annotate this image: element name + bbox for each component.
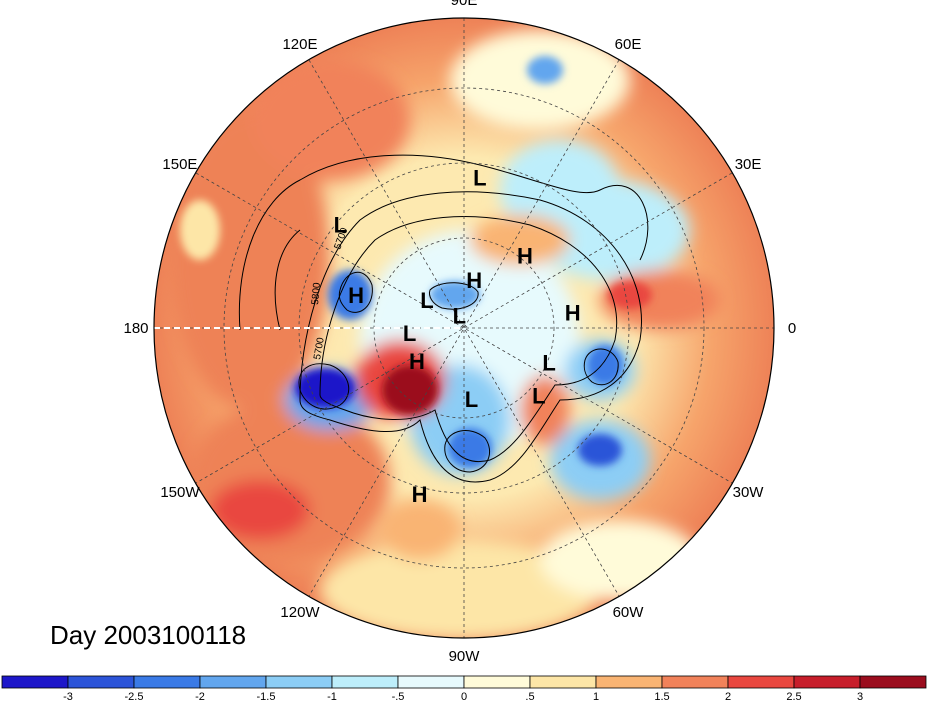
high-pressure-marker: H [565,301,581,326]
low-pressure-marker: L [542,350,555,375]
colorbar-swatch [661,675,729,689]
colorbar-tick-label: 1 [593,691,599,702]
map-boundary [153,17,775,639]
colorbar-swatch [133,675,201,689]
colorbar-swatch [529,675,597,689]
colorbar-swatch [727,675,795,689]
lon-label-0: 0 [788,320,796,337]
low-pressure-marker: L [532,383,545,408]
colorbar-tick-label: 2.5 [786,691,801,702]
colorbar-swatch [265,675,333,689]
contour-label: 5800 [310,282,323,306]
high-pressure-marker: H [412,482,428,507]
colorbar-tick-label: 0 [461,691,467,702]
lon-label-120e: 120E [282,36,317,53]
low-pressure-marker: L [473,166,486,191]
polar-map: 90E 60E 30E 0 30W 60W 90W 120W 150W 180 150E 120E L… [123,0,796,665]
lon-label-60w: 60W [613,604,645,621]
height-contours [238,154,649,483]
high-pressure-marker: H [517,243,533,268]
colorbar-swatch [859,675,927,689]
colorbar-tick-label: -1.5 [257,691,276,702]
low-pressure-marker: L [420,288,433,313]
lon-label-30w: 30W [733,484,765,501]
high-pressure-marker: H [409,349,425,374]
colorbar-swatch [793,675,861,689]
lon-label-180: 180 [123,320,148,337]
colorbar-tick-label: 3 [857,691,863,702]
low-pressure-marker: L [453,303,466,328]
low-pressure-marker: L [403,321,416,346]
lon-label-150e: 150E [162,156,197,173]
low-pressure-marker: L [334,212,347,237]
colorbar-swatch [1,675,69,689]
lon-label-60e: 60E [615,36,642,53]
colorbar-tick-label: -.5 [392,691,405,702]
colorbar-swatch [397,675,465,689]
colorbar-swatch [199,675,267,689]
colorbar: -3 -2.5 -2 -1.5 -1 -.5 0 .5 1 1.5 2 2.5 3 [1,675,927,702]
contour-label: 5700 [312,336,327,360]
lon-label-30e: 30E [735,156,762,173]
anomaly-field [154,18,774,638]
lon-label-120w: 120W [280,604,320,621]
colorbar-swatch [463,675,531,689]
longitude-labels: 90E 60E 30E 0 30W 60W 90W 120W 150W 180 150E 120E [123,0,796,665]
colorbar-tick-label: .5 [525,691,534,702]
colorbar-swatch [595,675,663,689]
high-pressure-marker: H [348,283,364,308]
lon-label-90e: 90E [451,0,478,9]
low-pressure-marker: L [465,387,478,412]
colorbar-swatch [331,675,399,689]
colorbar-tick-label: 2 [725,691,731,702]
colorbar-swatch [67,675,135,689]
colorbar-tick-label: -3 [63,691,73,702]
colorbar-tick-label: -2 [195,691,205,702]
colorbar-tick-label: -1 [327,691,337,702]
lon-label-150w: 150W [160,484,200,501]
colorbar-tick-label: 1.5 [654,691,669,702]
lon-label-90w: 90W [449,648,481,665]
colorbar-tick-label: -2.5 [125,691,144,702]
day-label: Day 2003100118 [50,620,247,650]
high-pressure-marker: H [466,268,482,293]
